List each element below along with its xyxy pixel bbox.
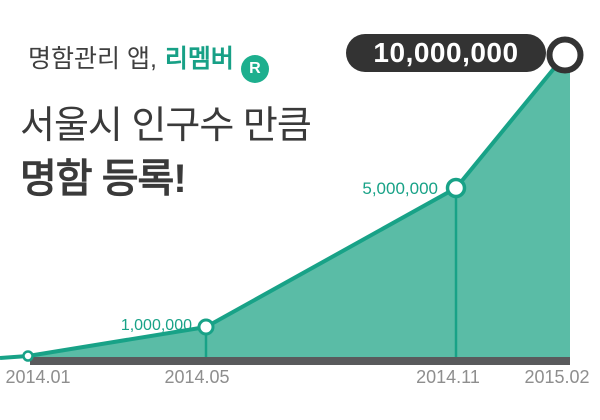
x-axis-label-2014-05: 2014.05: [164, 367, 230, 387]
brand-name: 리멤버: [164, 45, 234, 73]
x-axis-label-2015-02: 2015.02: [524, 367, 590, 387]
point-marker-10m: [546, 36, 584, 74]
headline-line-2: 명함 등록!: [20, 157, 187, 201]
headline: 서울시 인구수 만큼 명함 등록!: [20, 100, 312, 206]
app-label: 명함관리 앱,: [28, 45, 157, 73]
area-fill: [28, 55, 570, 357]
x-axis-baseline: [30, 357, 570, 365]
peak-value-badge: 10,000,000: [346, 34, 546, 72]
x-axis-label-2014-01: 2014.01: [5, 367, 71, 387]
remember-logo-icon: R: [240, 55, 269, 83]
point-marker-5m: [445, 177, 467, 199]
point-marker-1m: [197, 318, 215, 336]
point-label-5m: 5,000,000: [362, 179, 438, 198]
badge-letter: R: [249, 60, 261, 77]
peak-value-label: 10,000,000: [373, 37, 519, 68]
point-marker-start: [22, 350, 34, 362]
header: 명함관리 앱, 리멤버 R: [28, 39, 269, 83]
headline-line-1: 서울시 인구수 만큼: [20, 105, 312, 147]
x-axis-label-2014-11: 2014.11: [416, 367, 480, 387]
point-label-1m: 1,000,000: [120, 317, 192, 334]
